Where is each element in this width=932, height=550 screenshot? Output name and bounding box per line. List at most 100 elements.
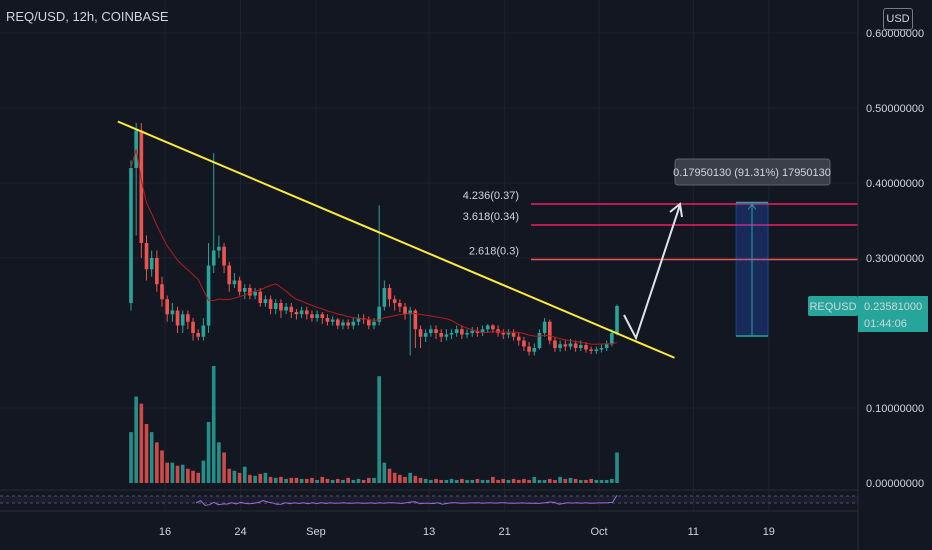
- candle-body: [408, 310, 413, 315]
- time-axis[interactable]: 16 24 Sep 13 21 Oct 11 19: [159, 526, 775, 538]
- volume-bar: [496, 479, 500, 483]
- candle-body: [434, 329, 438, 333]
- candle-body: [211, 250, 216, 266]
- candle-body: [496, 329, 500, 333]
- volume-bar: [170, 462, 175, 483]
- candle-body: [558, 344, 562, 348]
- candle-body: [506, 333, 511, 335]
- candle-body: [299, 310, 304, 315]
- volume-bar: [480, 479, 485, 483]
- candle-body: [346, 322, 350, 326]
- volume-bar: [470, 479, 475, 483]
- volume-bar: [418, 477, 423, 483]
- candle-body: [284, 306, 288, 311]
- volume-bar: [346, 477, 350, 483]
- volume-bar: [175, 465, 180, 483]
- candle-body: [279, 303, 283, 311]
- candle-body: [263, 299, 268, 303]
- candle-body: [335, 319, 340, 326]
- fib-label: 4.236(0.37): [463, 190, 519, 202]
- candle-body: [610, 333, 614, 345]
- measure-arrowhead: [747, 203, 757, 210]
- candle-body: [485, 325, 490, 330]
- projection-arrow[interactable]: [623, 202, 683, 341]
- candle-body: [191, 321, 195, 333]
- candle-body: [439, 333, 444, 337]
- candle-body: [377, 306, 381, 322]
- volume-bar: [356, 478, 361, 483]
- candle-body: [320, 314, 325, 318]
- candle-body: [144, 243, 149, 270]
- volume-bar: [341, 479, 345, 483]
- candle-body: [356, 318, 361, 322]
- volume-bar: [439, 479, 444, 483]
- candle-body: [186, 314, 190, 322]
- price-tag: REQUSD 0.23581000 01:44:06: [808, 296, 928, 332]
- candle-body: [584, 345, 588, 350]
- volume-bar: [149, 432, 154, 483]
- volume-bar: [191, 470, 195, 483]
- volume-bar: [196, 472, 201, 483]
- volume-bar: [454, 479, 459, 483]
- volume-bar: [563, 478, 568, 483]
- candle-body: [206, 265, 211, 326]
- volume-bar: [201, 460, 206, 483]
- candle-body: [217, 246, 221, 251]
- volume-bar: [211, 366, 216, 483]
- volume-bar: [527, 479, 531, 483]
- candle-body: [248, 288, 252, 296]
- volume-bar: [403, 476, 407, 483]
- candle-body: [511, 333, 516, 337]
- volume-bar: [372, 477, 376, 483]
- candle-body: [170, 310, 175, 315]
- fib-levels[interactable]: 4.236(0.37) 3.618(0.34) 2.618(0.3): [463, 190, 858, 261]
- candle-body: [227, 265, 232, 285]
- currency-button[interactable]: USD: [883, 8, 913, 30]
- candle-body: [294, 312, 299, 315]
- volume-bar: [573, 478, 578, 483]
- candle-body: [547, 321, 552, 341]
- volume-bar: [398, 474, 402, 483]
- candle-body: [232, 280, 237, 285]
- trendline[interactable]: [117, 120, 675, 359]
- candle-body: [387, 288, 392, 300]
- volume-bar: [367, 477, 371, 483]
- candle-body: [351, 321, 356, 326]
- candle-body: [180, 314, 185, 326]
- volume-bar: [222, 452, 226, 483]
- volume-bar: [258, 473, 263, 483]
- candle-body: [201, 325, 206, 337]
- volume-bar: [392, 472, 397, 483]
- rsi-band-fill: [0, 496, 858, 503]
- volume-bar: [155, 442, 159, 483]
- candle-body: [573, 343, 578, 348]
- candle-body: [594, 349, 599, 351]
- volume-bar: [217, 442, 221, 483]
- volume-bar: [242, 466, 247, 483]
- candle-body: [222, 246, 226, 266]
- candle-body: [537, 333, 542, 348]
- candle-body: [289, 306, 294, 312]
- volume-bar: [129, 432, 133, 483]
- volume-bar: [594, 479, 599, 483]
- volume-bar: [294, 477, 299, 483]
- candle-body: [527, 346, 531, 352]
- candle-body: [165, 299, 170, 315]
- candle-body: [604, 344, 609, 348]
- chart-title[interactable]: REQ/USD, 12h, COINBASE: [6, 9, 169, 24]
- volume-bar: [537, 479, 542, 483]
- volume-bar: [273, 477, 278, 483]
- volume-bar: [304, 478, 309, 483]
- candle-body: [522, 340, 526, 347]
- candle-body: [242, 288, 247, 292]
- candle-body: [237, 280, 242, 292]
- volume-bar: [330, 479, 335, 483]
- measure-tool[interactable]: [735, 201, 769, 337]
- price-axis[interactable]: 0.60000000 0.50000000 0.40000000 0.30000000…: [866, 28, 924, 490]
- volume-bar: [351, 479, 356, 483]
- volume-bar: [186, 468, 190, 483]
- candle-body: [491, 325, 495, 330]
- candle-body: [160, 284, 164, 300]
- candle-body: [273, 303, 278, 309]
